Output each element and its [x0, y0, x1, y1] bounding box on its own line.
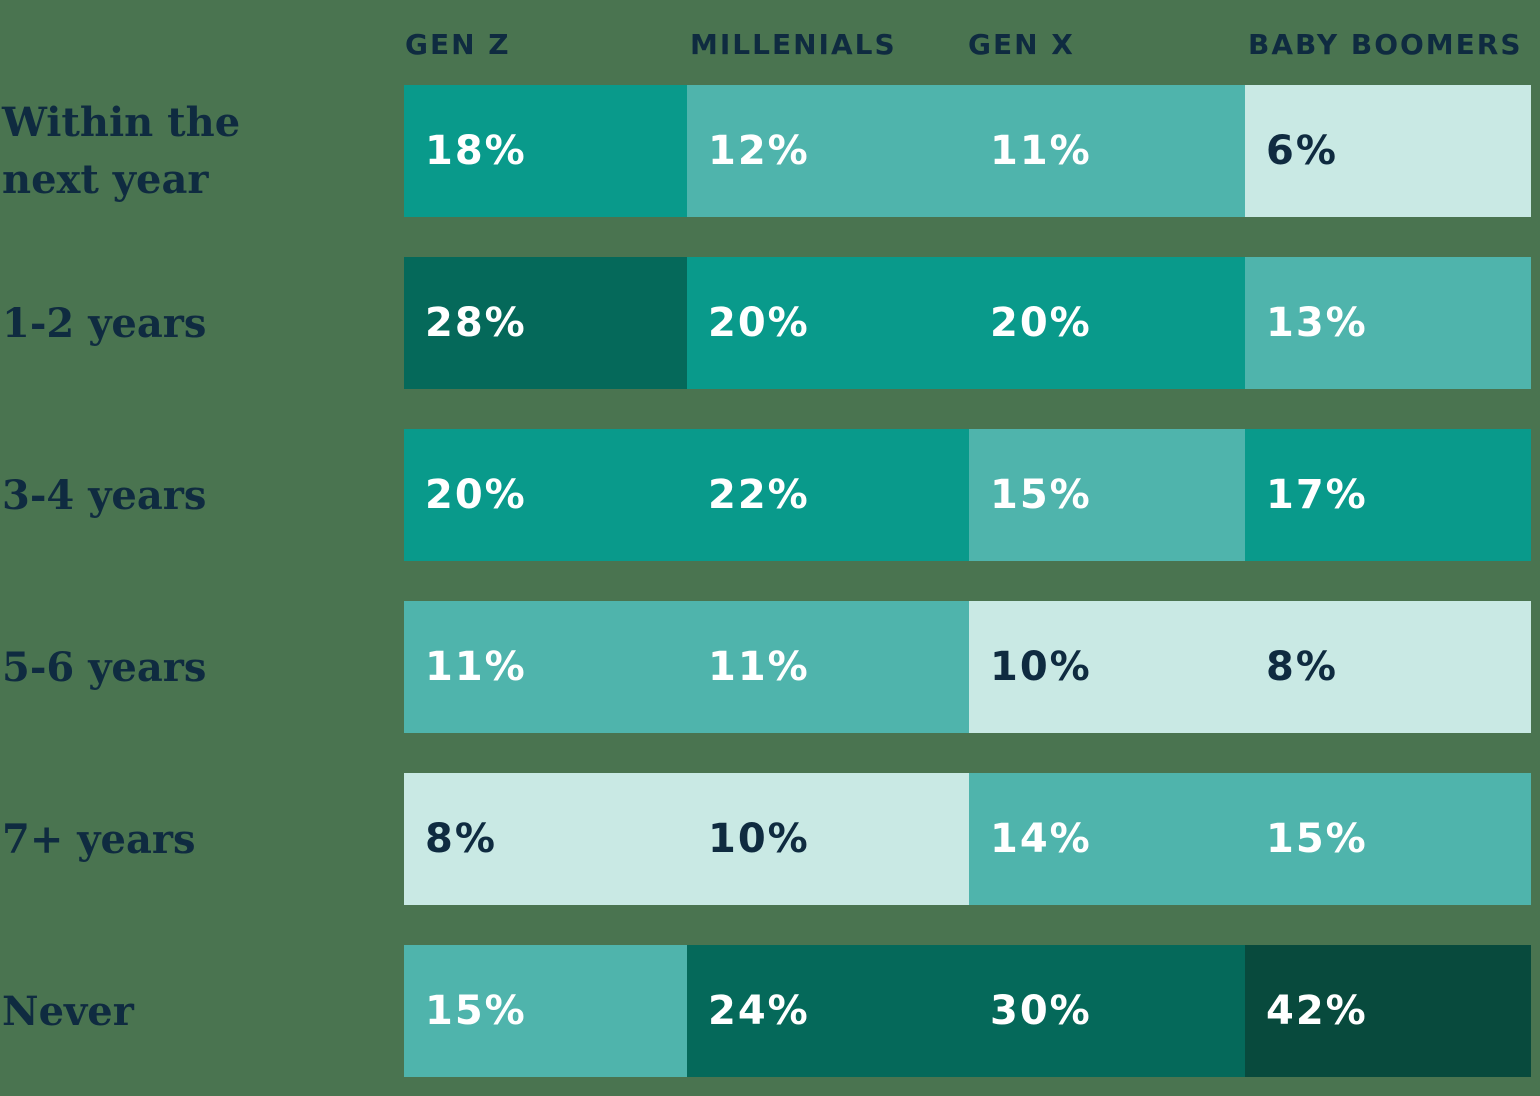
heatmap-cell: 13%	[1245, 257, 1531, 389]
cell-value: 30%	[990, 988, 1092, 1034]
heatmap-cell: 20%	[404, 429, 687, 561]
row-label-line: 5-6 years	[2, 643, 207, 691]
row-label: 5-6 years	[2, 601, 392, 733]
heatmap-cell: 10%	[687, 773, 969, 905]
column-header-baby-boomers: BABY BOOMERS	[1248, 28, 1523, 61]
heatmap-row: 7+ years 8% 10% 14% 15%	[0, 773, 1540, 905]
row-label-line: Never	[2, 987, 134, 1035]
cell-value: 11%	[708, 644, 810, 690]
heatmap-cell: 24%	[687, 945, 969, 1077]
row-label-line: 7+ years	[2, 815, 196, 863]
heatmap-row: Never 15% 24% 30% 42%	[0, 945, 1540, 1077]
cell-value: 42%	[1266, 988, 1368, 1034]
cell-value: 10%	[708, 816, 810, 862]
cell-value: 24%	[708, 988, 810, 1034]
cell-value: 22%	[708, 472, 810, 518]
heatmap-cell: 12%	[687, 85, 969, 217]
heatmap-cell: 22%	[687, 429, 969, 561]
row-label: 1-2 years	[2, 257, 392, 389]
heatmap-cell: 11%	[687, 601, 969, 733]
heatmap-cell: 15%	[969, 429, 1245, 561]
column-header-gen-x: GEN X	[968, 28, 1075, 61]
heatmap-cell: 30%	[969, 945, 1245, 1077]
heatmap-cell: 6%	[1245, 85, 1531, 217]
heatmap-cell: 20%	[687, 257, 969, 389]
row-label: 7+ years	[2, 773, 392, 905]
cell-value: 20%	[425, 472, 527, 518]
row-label: Within the next year	[2, 85, 392, 217]
cell-value: 8%	[1266, 644, 1338, 690]
cell-value: 28%	[425, 300, 527, 346]
heatmap-cell: 18%	[404, 85, 687, 217]
heatmap-row: 5-6 years 11% 11% 10% 8%	[0, 601, 1540, 733]
heatmap-row: 1-2 years 28% 20% 20% 13%	[0, 257, 1540, 389]
cell-value: 17%	[1266, 472, 1368, 518]
row-label: 3-4 years	[2, 429, 392, 561]
heatmap-row: Within the next year 18% 12% 11% 6%	[0, 85, 1540, 217]
row-label-line: next year	[2, 156, 209, 203]
heatmap-cell: 15%	[404, 945, 687, 1077]
column-header-millenials: MILLENIALS	[690, 28, 897, 61]
heatmap-cell: 28%	[404, 257, 687, 389]
cell-value: 15%	[990, 472, 1092, 518]
cell-value: 18%	[425, 128, 527, 174]
cell-value: 13%	[1266, 300, 1368, 346]
heatmap-cell: 11%	[404, 601, 687, 733]
cell-value: 14%	[990, 816, 1092, 862]
row-label-line: 1-2 years	[2, 299, 207, 347]
cell-value: 8%	[425, 816, 497, 862]
row-label-line: 3-4 years	[2, 471, 207, 519]
cell-value: 11%	[990, 128, 1092, 174]
cell-value: 15%	[1266, 816, 1368, 862]
row-label-line: Within the	[2, 99, 241, 146]
cell-value: 12%	[708, 128, 810, 174]
heatmap-cell: 15%	[1245, 773, 1531, 905]
cell-value: 20%	[708, 300, 810, 346]
heatmap-cell: 10%	[969, 601, 1245, 733]
row-label: Never	[2, 945, 392, 1077]
heatmap-cell: 14%	[969, 773, 1245, 905]
heatmap-cell: 8%	[404, 773, 687, 905]
cell-value: 15%	[425, 988, 527, 1034]
heatmap-row: 3-4 years 20% 22% 15% 17%	[0, 429, 1540, 561]
heatmap-cell: 17%	[1245, 429, 1531, 561]
cell-value: 11%	[425, 644, 527, 690]
heatmap-cell: 8%	[1245, 601, 1531, 733]
cell-value: 6%	[1266, 128, 1338, 174]
heatmap-cell: 11%	[969, 85, 1245, 217]
heatmap-cell: 20%	[969, 257, 1245, 389]
column-header-gen-z: GEN Z	[405, 28, 511, 61]
cell-value: 20%	[990, 300, 1092, 346]
cell-value: 10%	[990, 644, 1092, 690]
heatmap-cell: 42%	[1245, 945, 1531, 1077]
